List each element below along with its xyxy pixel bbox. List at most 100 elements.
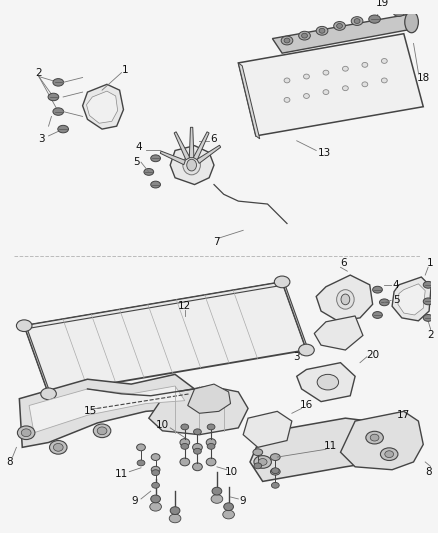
Ellipse shape bbox=[137, 444, 145, 451]
Text: 8: 8 bbox=[6, 457, 13, 467]
Ellipse shape bbox=[272, 468, 279, 474]
Ellipse shape bbox=[299, 344, 314, 356]
Ellipse shape bbox=[97, 427, 107, 435]
Ellipse shape bbox=[223, 510, 234, 519]
Ellipse shape bbox=[194, 429, 201, 435]
Polygon shape bbox=[189, 127, 194, 158]
Polygon shape bbox=[86, 91, 118, 123]
Text: 20: 20 bbox=[366, 350, 379, 360]
Text: 11: 11 bbox=[115, 469, 128, 479]
Text: 12: 12 bbox=[178, 301, 191, 311]
Ellipse shape bbox=[58, 125, 68, 133]
Text: 1: 1 bbox=[122, 64, 129, 75]
Ellipse shape bbox=[194, 448, 201, 454]
Ellipse shape bbox=[393, 8, 405, 17]
Ellipse shape bbox=[206, 458, 216, 466]
Ellipse shape bbox=[181, 443, 189, 449]
Text: 10: 10 bbox=[225, 467, 238, 477]
Ellipse shape bbox=[48, 93, 59, 101]
Ellipse shape bbox=[16, 320, 32, 332]
Text: 9: 9 bbox=[239, 496, 246, 506]
Ellipse shape bbox=[337, 23, 343, 28]
Text: 19: 19 bbox=[376, 0, 389, 7]
Polygon shape bbox=[19, 374, 194, 447]
Ellipse shape bbox=[53, 108, 64, 115]
Ellipse shape bbox=[274, 276, 290, 288]
Ellipse shape bbox=[212, 487, 222, 495]
Ellipse shape bbox=[317, 374, 339, 390]
Text: 4: 4 bbox=[136, 142, 142, 151]
Ellipse shape bbox=[284, 78, 290, 83]
Ellipse shape bbox=[385, 451, 394, 457]
Ellipse shape bbox=[150, 502, 162, 511]
Ellipse shape bbox=[181, 424, 189, 430]
Ellipse shape bbox=[405, 11, 418, 33]
Ellipse shape bbox=[18, 426, 35, 440]
Ellipse shape bbox=[316, 27, 328, 35]
Polygon shape bbox=[170, 146, 214, 184]
Ellipse shape bbox=[53, 79, 64, 86]
Ellipse shape bbox=[366, 431, 383, 444]
Ellipse shape bbox=[207, 443, 215, 449]
Polygon shape bbox=[316, 275, 373, 321]
Ellipse shape bbox=[302, 33, 307, 38]
Ellipse shape bbox=[151, 454, 160, 461]
Ellipse shape bbox=[193, 443, 202, 451]
Polygon shape bbox=[314, 316, 363, 350]
Ellipse shape bbox=[423, 281, 433, 288]
Ellipse shape bbox=[254, 463, 261, 469]
Polygon shape bbox=[238, 34, 423, 136]
Ellipse shape bbox=[284, 38, 290, 43]
Ellipse shape bbox=[370, 434, 379, 441]
Ellipse shape bbox=[193, 463, 202, 471]
Text: 5: 5 bbox=[393, 295, 399, 305]
Ellipse shape bbox=[187, 159, 197, 171]
Polygon shape bbox=[340, 411, 423, 470]
Ellipse shape bbox=[93, 424, 111, 438]
Text: 17: 17 bbox=[397, 410, 410, 420]
Polygon shape bbox=[149, 386, 248, 435]
Ellipse shape bbox=[319, 28, 325, 33]
Polygon shape bbox=[83, 84, 124, 129]
Ellipse shape bbox=[41, 388, 57, 400]
Polygon shape bbox=[238, 63, 260, 139]
Ellipse shape bbox=[253, 449, 263, 456]
Ellipse shape bbox=[351, 17, 363, 26]
Polygon shape bbox=[24, 282, 285, 329]
Text: 18: 18 bbox=[417, 72, 430, 83]
Ellipse shape bbox=[151, 466, 160, 473]
Polygon shape bbox=[243, 411, 292, 447]
Polygon shape bbox=[398, 284, 425, 315]
Ellipse shape bbox=[254, 456, 272, 469]
Polygon shape bbox=[188, 384, 230, 413]
Polygon shape bbox=[160, 151, 185, 165]
Ellipse shape bbox=[270, 469, 280, 475]
Ellipse shape bbox=[144, 168, 154, 175]
Text: 9: 9 bbox=[132, 496, 138, 506]
Ellipse shape bbox=[337, 289, 354, 309]
Polygon shape bbox=[297, 362, 355, 401]
Ellipse shape bbox=[362, 62, 368, 67]
Text: 6: 6 bbox=[211, 134, 217, 144]
Text: 1: 1 bbox=[427, 259, 433, 269]
Ellipse shape bbox=[224, 503, 233, 511]
Polygon shape bbox=[392, 277, 431, 321]
Text: 15: 15 bbox=[84, 406, 97, 416]
Ellipse shape bbox=[180, 458, 190, 466]
Ellipse shape bbox=[211, 495, 223, 503]
Polygon shape bbox=[272, 14, 413, 53]
Ellipse shape bbox=[137, 460, 145, 466]
Ellipse shape bbox=[152, 482, 159, 488]
Ellipse shape bbox=[151, 155, 160, 161]
Ellipse shape bbox=[379, 299, 389, 306]
Text: 10: 10 bbox=[156, 420, 169, 430]
Polygon shape bbox=[250, 418, 394, 481]
Ellipse shape bbox=[169, 514, 181, 523]
Ellipse shape bbox=[21, 429, 31, 437]
Ellipse shape bbox=[284, 98, 290, 102]
Polygon shape bbox=[24, 326, 51, 397]
Polygon shape bbox=[193, 132, 209, 160]
Ellipse shape bbox=[343, 66, 348, 71]
Ellipse shape bbox=[334, 21, 346, 30]
Text: 8: 8 bbox=[425, 467, 431, 477]
